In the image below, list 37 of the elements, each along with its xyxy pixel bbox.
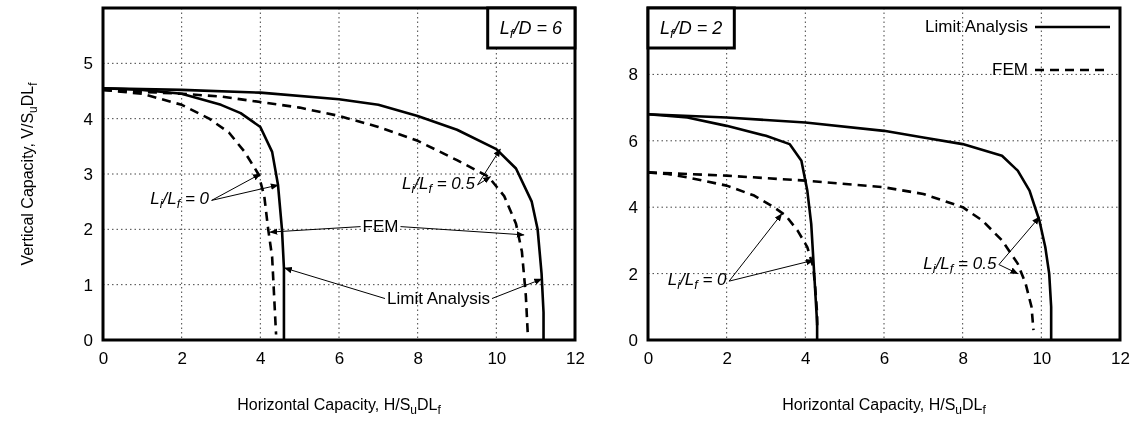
y-tick-label: 6: [628, 131, 638, 151]
x-tick-label: 0: [98, 349, 109, 369]
x-tick-label: 10: [1032, 349, 1052, 369]
y-tick-label: 0: [83, 330, 93, 350]
annotation: L$_{i}$/L$_{f}$ = 0.5: [401, 173, 476, 196]
x-tick-label: 8: [958, 349, 968, 369]
y-tick-label: 2: [83, 220, 93, 240]
y-tick-label: 2: [628, 264, 638, 284]
y-tick-label: 0: [628, 330, 638, 350]
x-tick-label: 12: [566, 349, 585, 369]
x-axis-title: Horizontal Capacity, H/S$_{u}$DL$_{f}$: [782, 396, 987, 417]
x-axis-title: Horizontal Capacity, H/S$_{u}$DL$_{f}$: [237, 396, 442, 417]
x-tick-label: 0: [643, 349, 654, 369]
annotation: L$_{i}$/L$_{f}$ = 0: [667, 270, 728, 293]
annotation: L$_{f}$/D = 2: [660, 18, 723, 42]
x-tick-label: 4: [801, 349, 811, 369]
y-tick-label: 1: [83, 275, 93, 295]
x-tick-label: 2: [177, 349, 187, 369]
x-tick-label: 4: [256, 349, 266, 369]
x-tick-label: 6: [334, 349, 345, 369]
y-tick-label: 3: [83, 164, 93, 184]
annotation: L$_{i}$/L$_{f}$ = 0.5: [923, 253, 997, 276]
y-tick-label: 8: [628, 65, 638, 85]
y-tick-label: 4: [628, 198, 638, 218]
annotation: L$_{i}$/L$_{f}$ = 0: [150, 189, 210, 212]
legend-label: Limit Analysis: [925, 17, 1028, 36]
annotation: Limit Analysis: [386, 289, 490, 309]
x-tick-label: 2: [722, 349, 732, 369]
annotation: FEM: [362, 217, 399, 237]
annotation: L$_{f}$/D = 6: [499, 18, 563, 42]
y-tick-label: 4: [83, 109, 93, 129]
y-tick-label: 5: [83, 54, 93, 74]
x-tick-label: 8: [413, 349, 423, 369]
x-tick-label: 12: [1111, 349, 1130, 369]
x-tick-label: 6: [879, 349, 890, 369]
legend-label: FEM: [992, 60, 1028, 79]
x-tick-label: 10: [487, 349, 507, 369]
